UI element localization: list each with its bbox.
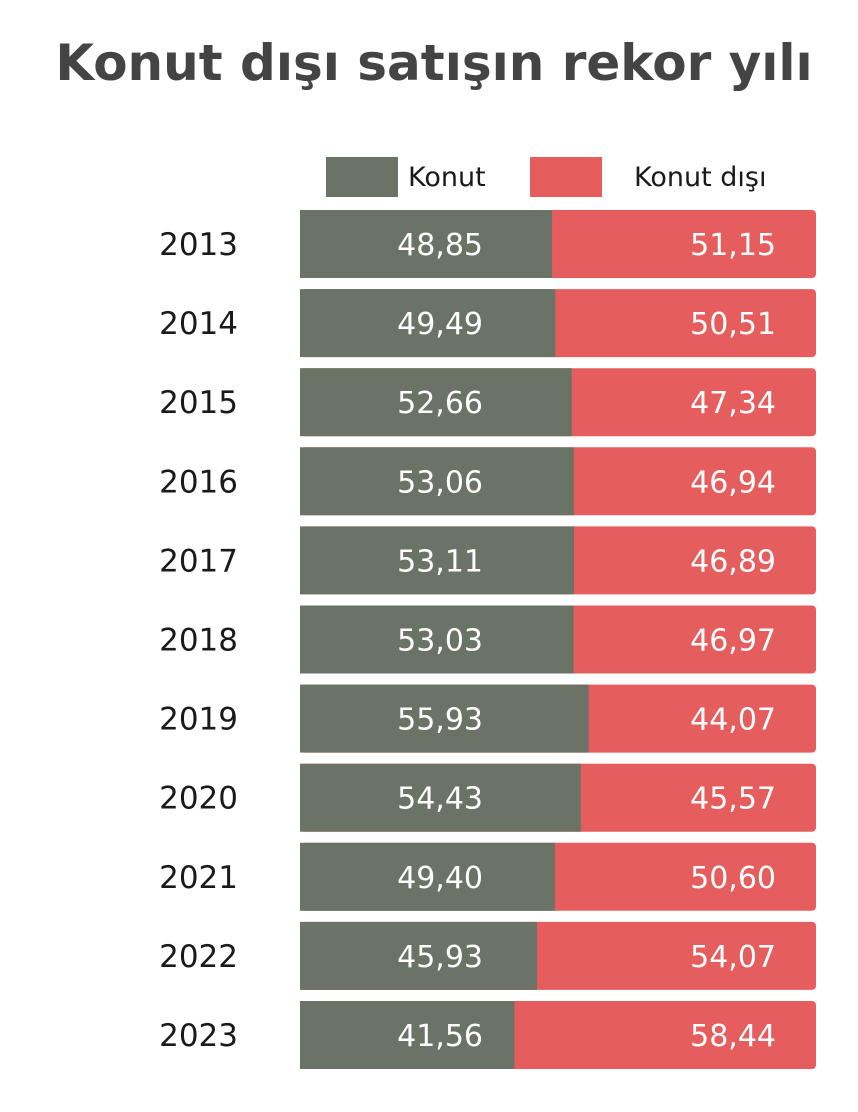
value-label-konut-disi-2020: 45,57 (690, 782, 776, 817)
value-label-konut-disi-2014: 50,51 (690, 307, 776, 342)
value-label-konut-disi-2021: 50,60 (690, 861, 776, 896)
year-label-2020: 2020 (159, 781, 238, 817)
value-label-konut-2014: 49,49 (397, 307, 483, 342)
chart-title: Konut dışı satışın rekor yılı (55, 34, 812, 92)
bar-konut-2014 (300, 289, 556, 358)
year-label-2022: 2022 (159, 939, 238, 975)
bar-konut-2019 (300, 684, 589, 753)
year-label-2016: 2016 (159, 464, 238, 500)
legend: Konut Konut dışı (326, 157, 766, 197)
legend-label-konut: Konut (408, 162, 486, 193)
value-label-konut-2015: 52,66 (397, 386, 483, 421)
bar-konut-2023 (300, 1001, 515, 1069)
value-label-konut-disi-2019: 44,07 (690, 703, 776, 738)
year-label-2023: 2023 (159, 1018, 238, 1054)
value-label-konut-2022: 45,93 (397, 940, 483, 975)
value-label-konut-2021: 49,40 (397, 861, 483, 896)
value-label-konut-disi-2022: 54,07 (690, 940, 776, 975)
year-label-2017: 2017 (159, 543, 238, 579)
bar-konut-2021 (300, 842, 555, 911)
year-label-2013: 2013 (159, 227, 238, 263)
value-label-konut-2020: 54,43 (397, 782, 483, 817)
value-label-konut-disi-2023: 58,44 (690, 1019, 776, 1054)
value-label-konut-2016: 53,06 (397, 465, 483, 500)
value-label-konut-2017: 53,11 (397, 544, 483, 579)
bars: 2013 48,85 51,15 2014 49,49 50,51 2015 52,66 47,… (159, 210, 816, 1069)
bar-konut-2015 (300, 368, 572, 437)
bar-konut-2017 (300, 526, 575, 595)
bar-konut-2013 (300, 210, 553, 278)
legend-label-konut-disi: Konut dışı (634, 162, 766, 193)
value-label-konut-disi-2015: 47,34 (690, 386, 776, 421)
value-label-konut-2018: 53,03 (397, 624, 483, 659)
value-label-konut-2013: 48,85 (397, 228, 483, 263)
value-label-konut-2019: 55,93 (397, 703, 483, 738)
year-label-2019: 2019 (159, 702, 238, 738)
year-label-2015: 2015 (159, 385, 238, 421)
bar-konut-2020 (300, 763, 581, 832)
year-label-2018: 2018 (159, 623, 238, 659)
value-label-konut-disi-2017: 46,89 (690, 544, 776, 579)
value-label-konut-disi-2018: 46,97 (690, 624, 776, 659)
year-label-2014: 2014 (159, 306, 238, 342)
year-label-2021: 2021 (159, 860, 238, 896)
bar-konut-2016 (300, 447, 574, 516)
bar-konut-2018 (300, 605, 574, 674)
value-label-konut-2023: 41,56 (397, 1019, 483, 1054)
legend-swatch-konut-disi (530, 157, 602, 197)
value-label-konut-disi-2016: 46,94 (690, 465, 776, 500)
bar-konut-2022 (300, 921, 537, 990)
legend-swatch-konut (326, 157, 398, 197)
value-label-konut-disi-2013: 51,15 (690, 228, 776, 263)
